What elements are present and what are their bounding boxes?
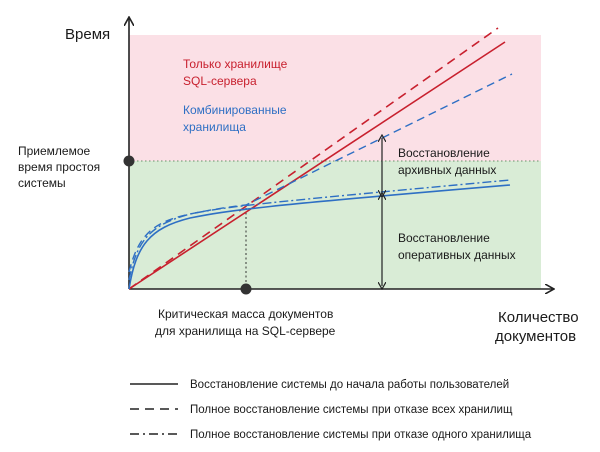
legend-dashdot-label: Полное восстановление системы при отказе… — [190, 429, 532, 441]
unacceptable-region — [129, 35, 541, 161]
combined-label-line2: хранилища — [183, 120, 246, 134]
x-axis-label-line1: Количество — [498, 309, 579, 326]
sql-only-label-line2: SQL-сервера — [183, 74, 257, 88]
legend-dashed-label: Полное восстановление системы при отказе… — [190, 404, 513, 416]
critical-mass-marker-dot — [240, 283, 252, 295]
x-axis-label-line2: документов — [495, 328, 576, 345]
downtime-marker-dot — [123, 155, 135, 167]
y-axis-label: Время — [65, 26, 110, 43]
legend-solid-label: Восстановление системы до начала работы … — [190, 379, 509, 391]
acceptable-region — [129, 161, 541, 289]
legend: Восстановление системы до начала работы … — [130, 379, 532, 441]
downtime-label-line1: Приемлемое — [18, 144, 91, 158]
sql-only-dashed-line — [128, 27, 499, 290]
archive-recovery-label-line2: архивных данных — [398, 163, 496, 177]
downtime-label-line3: системы — [18, 176, 66, 190]
downtime-label-line2: время простоя — [18, 160, 100, 174]
archive-recovery-label-line1: Восстановление — [398, 146, 490, 160]
operational-recovery-label-line2: оперативных данных — [398, 248, 516, 262]
sql-only-solid-line — [128, 41, 506, 290]
critical-mass-label-line1: Критическая масса документов — [158, 307, 333, 321]
combined-label-line1: Комбинированные — [183, 103, 287, 117]
sql-only-label-line1: Только хранилище — [183, 57, 288, 71]
critical-mass-label-line2: для хранилища на SQL-сервере — [155, 324, 336, 338]
combined-dashdot-curve — [128, 179, 511, 281]
operational-recovery-label-line1: Восстановление — [398, 231, 490, 245]
combined-solid-curve — [128, 184, 511, 290]
